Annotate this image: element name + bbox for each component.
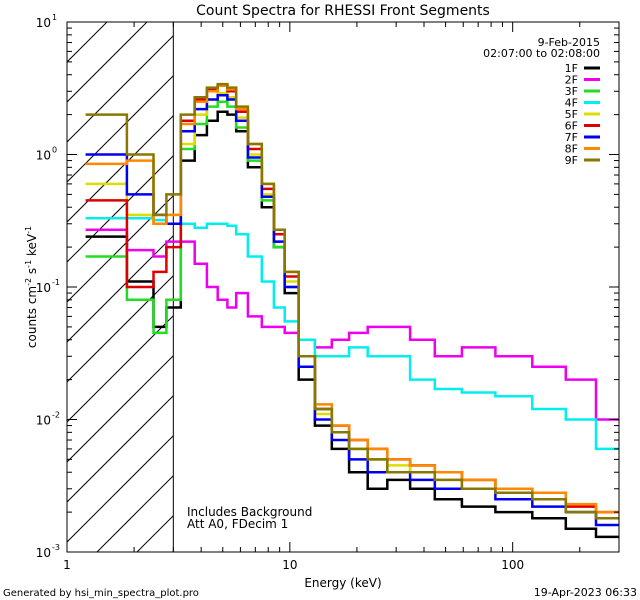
chart-title: Count Spectra for RHESSI Front Segments: [196, 3, 490, 19]
footer-generated-by: Generated by hsi_min_spectra_plot.pro: [3, 588, 199, 599]
y-tick-exponent: -2: [52, 411, 60, 420]
x-axis-label: Energy (keV): [304, 576, 381, 590]
y-tick-exponent: -1: [52, 278, 60, 287]
y-tick-label: 10: [36, 281, 51, 295]
legend-label-7F: 7F: [565, 131, 578, 144]
time-range-label: 02:07:00 to 02:08:00: [483, 47, 600, 60]
series-3F: [85, 100, 619, 520]
legend-label-2F: 2F: [565, 74, 578, 87]
annotation-background: Includes Background: [187, 505, 312, 519]
legend-label-9F: 9F: [565, 154, 578, 167]
footer-timestamp: 19-Apr-2023 06:33: [534, 586, 637, 599]
legend-label-3F: 3F: [565, 85, 578, 98]
date-label: 9-Feb-2015: [538, 36, 600, 49]
y-tick-exponent: -3: [52, 543, 60, 552]
x-tick-label: 1: [63, 558, 71, 572]
series-9F: [85, 82, 619, 520]
legend-label-8F: 8F: [565, 143, 578, 156]
legend-label-4F: 4F: [565, 97, 578, 110]
hatch-lines: [67, 22, 174, 552]
legend-label-6F: 6F: [565, 120, 578, 133]
y-tick-exponent: 0: [52, 146, 57, 155]
y-axis-label: counts cm-2 s-1 keV-1: [24, 226, 39, 348]
x-tick-label: 100: [501, 558, 524, 572]
y-tick-exponent: 1: [52, 13, 57, 22]
y-tick-label: 10: [36, 414, 51, 428]
hatched-region: [67, 22, 174, 552]
y-tick-label: 10: [36, 16, 51, 30]
series-1F: [85, 110, 619, 539]
annotation-attenuator: Att A0, FDecim 1: [187, 517, 288, 531]
legend-label-1F: 1F: [565, 62, 578, 75]
legend-label-5F: 5F: [565, 108, 578, 121]
x-tick-label: 10: [282, 558, 297, 572]
y-tick-label: 10: [36, 546, 51, 560]
y-tick-label: 10: [36, 149, 51, 163]
